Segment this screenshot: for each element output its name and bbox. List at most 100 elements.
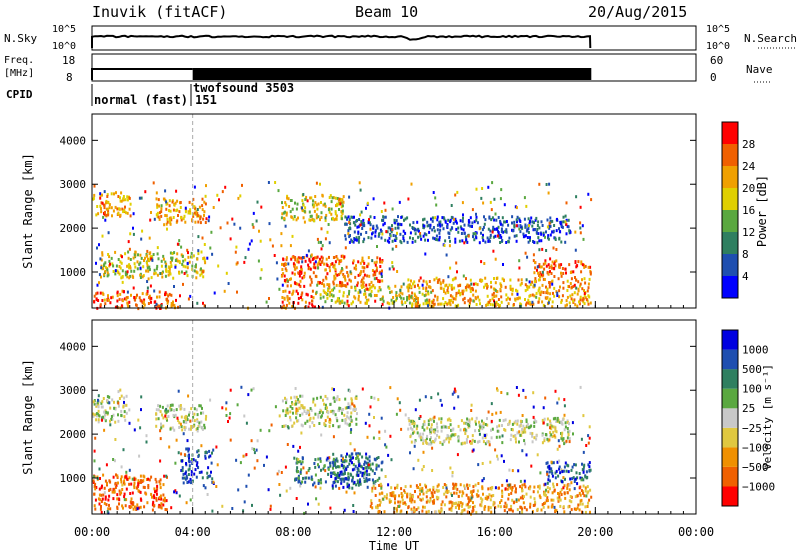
velocity-cell: [328, 424, 331, 428]
velocity-cell: [431, 440, 434, 443]
velocity-cell: [162, 416, 165, 420]
power-cell: [497, 303, 500, 306]
velocity-cell: [329, 410, 332, 414]
velocity-cell: [368, 455, 371, 459]
velocity-cell: [413, 424, 416, 428]
power-cell: [513, 223, 516, 227]
velocity-cell: [190, 470, 193, 473]
power-cell: [248, 242, 251, 246]
power-cell: [425, 233, 428, 237]
velocity-cell: [470, 403, 473, 407]
velocity-cell: [560, 434, 563, 438]
velocity-colorbar-swatch: [722, 408, 738, 428]
velocity-cell: [196, 413, 199, 417]
power-cell: [447, 275, 450, 279]
time-x-axis: 00:00 04:00 08:00 12:00 16:00 20:00 00:00: [74, 301, 714, 539]
velocity-cell: [157, 404, 160, 408]
power-cell: [542, 273, 545, 277]
power-cell: [561, 267, 564, 270]
power-cell: [565, 222, 568, 226]
velocity-cell: [512, 501, 515, 505]
power-cell: [332, 280, 335, 284]
power-cell: [165, 292, 168, 296]
velocity-cell: [460, 419, 463, 423]
power-cell: [365, 231, 368, 234]
velocity-cell: [211, 451, 213, 455]
power-cell: [496, 290, 499, 294]
power-cell: [140, 237, 143, 241]
velocity-cell: [488, 443, 491, 447]
velocity-cell: [452, 484, 455, 488]
power-cell: [348, 218, 351, 222]
power-cell: [121, 289, 124, 293]
power-cell: [526, 284, 529, 288]
power-colorbar-swatch: [722, 232, 738, 254]
power-cell: [107, 207, 110, 211]
velocity-cell: [209, 474, 212, 478]
velocity-cell: [145, 434, 148, 438]
velocity-cell: [322, 398, 324, 402]
velocity-cell: [582, 465, 585, 469]
power-cell: [369, 215, 372, 219]
velocity-cell: [187, 394, 190, 398]
power-cell: [571, 285, 573, 289]
power-cell: [268, 297, 270, 300]
power-cell: [560, 224, 563, 228]
power-cell: [398, 293, 401, 297]
velocity-cell: [329, 402, 332, 406]
velocity-cell: [198, 424, 201, 428]
velocity-cell: [376, 456, 378, 460]
velocity-cell: [451, 392, 454, 396]
velocity-cell: [575, 508, 578, 511]
velocity-cell: [582, 490, 584, 494]
power-cell: [142, 265, 145, 269]
velocity-cell: [472, 501, 474, 505]
velocity-cell: [314, 473, 317, 477]
power-cell: [346, 271, 349, 274]
velocity-cell: [487, 487, 490, 491]
power-cell: [283, 297, 286, 301]
velocity-cell: [448, 501, 451, 505]
velocity-cell: [582, 478, 585, 482]
velocity-cell: [401, 495, 403, 499]
power-cell: [382, 215, 385, 219]
velocity-cell: [486, 440, 489, 444]
power-cell: [304, 300, 307, 304]
power-cell: [154, 271, 157, 275]
velocity-cell: [192, 424, 195, 428]
velocity-cell: [432, 485, 435, 489]
power-cell: [370, 294, 373, 298]
velocity-cell: [216, 463, 219, 467]
velocity-cell: [457, 439, 460, 443]
velocity-cell: [449, 423, 452, 427]
power-cell: [167, 269, 170, 273]
velocity-cell: [208, 455, 210, 459]
velocity-cell: [546, 499, 549, 502]
velocity-cell: [320, 409, 323, 413]
power-cell: [162, 254, 165, 258]
velocity-cell: [174, 413, 177, 417]
velocity-cell: [465, 438, 468, 442]
velocity-cell: [361, 455, 364, 459]
velocity-cell: [561, 422, 564, 426]
power-cell: [144, 190, 147, 194]
velocity-cell: [103, 417, 106, 421]
power-cell: [551, 280, 553, 284]
power-cell: [166, 301, 169, 305]
power-cell: [394, 234, 397, 238]
velocity-cell: [523, 483, 526, 486]
velocity-cell: [225, 407, 228, 411]
power-cell: [497, 231, 500, 235]
power-cell: [390, 290, 393, 294]
power-cell: [443, 302, 446, 306]
power-cell: [338, 284, 341, 288]
power-cell: [176, 199, 179, 203]
velocity-cell: [231, 507, 234, 510]
power-cell: [528, 280, 531, 284]
velocity-cell: [417, 506, 420, 510]
power-cell: [330, 293, 333, 297]
power-cell: [326, 272, 329, 276]
power-cell: [496, 227, 498, 231]
power-colorbar-swatch: [722, 210, 738, 232]
velocity-cell: [587, 463, 590, 467]
